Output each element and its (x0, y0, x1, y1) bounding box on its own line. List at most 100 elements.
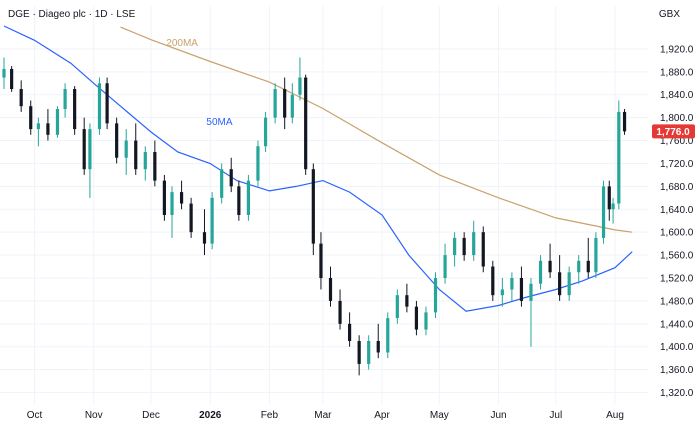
x-tick-label: Nov (85, 410, 103, 421)
y-tick-label: 1,400.0 (660, 342, 694, 353)
y-tick-label: 1,560.0 (660, 251, 694, 262)
currency-label: GBX (659, 9, 680, 20)
candle-body (263, 117, 268, 147)
candle-body (55, 109, 60, 135)
y-tick-label: 1,680.0 (660, 182, 694, 193)
x-tick-label: Dec (142, 410, 160, 421)
candle-body (283, 89, 287, 118)
candle-body (462, 237, 466, 256)
chart-title: DGE · Diageo plc · 1D · LSE (8, 9, 136, 20)
x-tick-label: May (430, 410, 449, 421)
candle-body (210, 197, 214, 244)
candle-body (491, 266, 495, 296)
price-tag-background (652, 124, 695, 139)
candle-body (19, 89, 23, 107)
x-tick-label: Apr (374, 410, 390, 421)
candle-body (405, 295, 409, 307)
candle-body (88, 129, 92, 170)
y-tick-label: 1,920.0 (660, 44, 694, 55)
candle-body (202, 232, 207, 244)
ma-line-200ma (120, 26, 633, 233)
candle-body (229, 169, 233, 187)
y-tick-label: 1,320.0 (660, 388, 694, 399)
candle-body (594, 237, 598, 273)
y-tick-label: 1,360.0 (660, 365, 694, 376)
price-tag-value: 1,776.0 (656, 127, 690, 138)
candle-body (73, 89, 77, 130)
candle-body (601, 186, 606, 238)
candle-body (538, 260, 543, 284)
candle-body (153, 152, 157, 181)
candle-body (510, 278, 514, 290)
candle-body (414, 306, 419, 330)
candle-body (29, 106, 33, 130)
x-tick-label: Feb (261, 410, 279, 421)
candle-body (481, 232, 485, 267)
candle-body (443, 255, 447, 278)
moving-averages: 200MA 50MA (3, 25, 633, 312)
candle-body (338, 300, 342, 324)
candle-body (162, 180, 166, 215)
y-tick-label: 1,520.0 (660, 274, 694, 285)
candle-body (558, 272, 562, 296)
y-tick-label: 1,600.0 (660, 228, 694, 239)
candle-body (577, 260, 581, 273)
candle-body (586, 260, 590, 273)
y-axis: 1,320.0 1,360.0 1,400.0 1,440.0 1,480.0 1,520… (660, 44, 694, 399)
candle-body (63, 89, 67, 110)
x-tick-label: Jun (490, 410, 506, 421)
y-tick-label: 1,480.0 (660, 296, 694, 307)
candle-body (46, 123, 50, 135)
candle-body (328, 278, 333, 301)
candle-body (298, 77, 302, 95)
candle-body (179, 192, 184, 204)
x-tick-label: Mar (314, 410, 332, 421)
ma-line-50ma (3, 25, 633, 312)
x-tick-label: Aug (606, 410, 624, 421)
x-tick-label: 2026 (199, 410, 222, 421)
candle-body (2, 68, 6, 78)
candle-body (115, 123, 119, 158)
x-axis: Oct Nov Dec 2026 Feb Mar Apr May Jun Jul Aug (27, 410, 624, 421)
grid (0, 6, 648, 404)
y-tick-label: 1,640.0 (660, 205, 694, 216)
candlesticks (2, 57, 627, 376)
candle-body (10, 68, 14, 89)
candle-body (319, 243, 323, 278)
candle-body (622, 111, 627, 132)
x-tick-label: Oct (27, 410, 43, 421)
y-tick-label: 1,800.0 (660, 113, 694, 124)
candle-body (273, 89, 277, 118)
candle-body (433, 278, 438, 313)
candle-body (529, 283, 533, 301)
y-tick-label: 1,440.0 (660, 319, 694, 330)
y-tick-label: 1,720.0 (660, 159, 694, 170)
candle-body (304, 77, 308, 170)
candle-body (124, 140, 128, 158)
candle-body (237, 186, 241, 215)
candle-body (347, 323, 352, 341)
candle-body (82, 129, 86, 170)
candle-body (256, 146, 260, 181)
candle-body (311, 169, 315, 244)
candle-body (97, 83, 102, 130)
candle-body (617, 111, 621, 204)
candle-body (607, 186, 611, 210)
candle-body (519, 278, 524, 301)
last-price-tag: 1,776.0 (652, 124, 695, 139)
candle-body (548, 260, 552, 273)
candle-body (134, 140, 138, 170)
candle-body (290, 94, 294, 118)
candle-body (357, 341, 361, 364)
candle-body (189, 203, 193, 233)
candle-body (143, 152, 147, 170)
candle-body (170, 192, 174, 215)
candle-body (453, 237, 457, 256)
y-tick-label: 1,880.0 (660, 67, 694, 78)
candle-body (567, 272, 571, 296)
candle-body (611, 203, 615, 210)
y-tick-label: 1,840.0 (660, 90, 694, 101)
candle-body (376, 341, 380, 353)
